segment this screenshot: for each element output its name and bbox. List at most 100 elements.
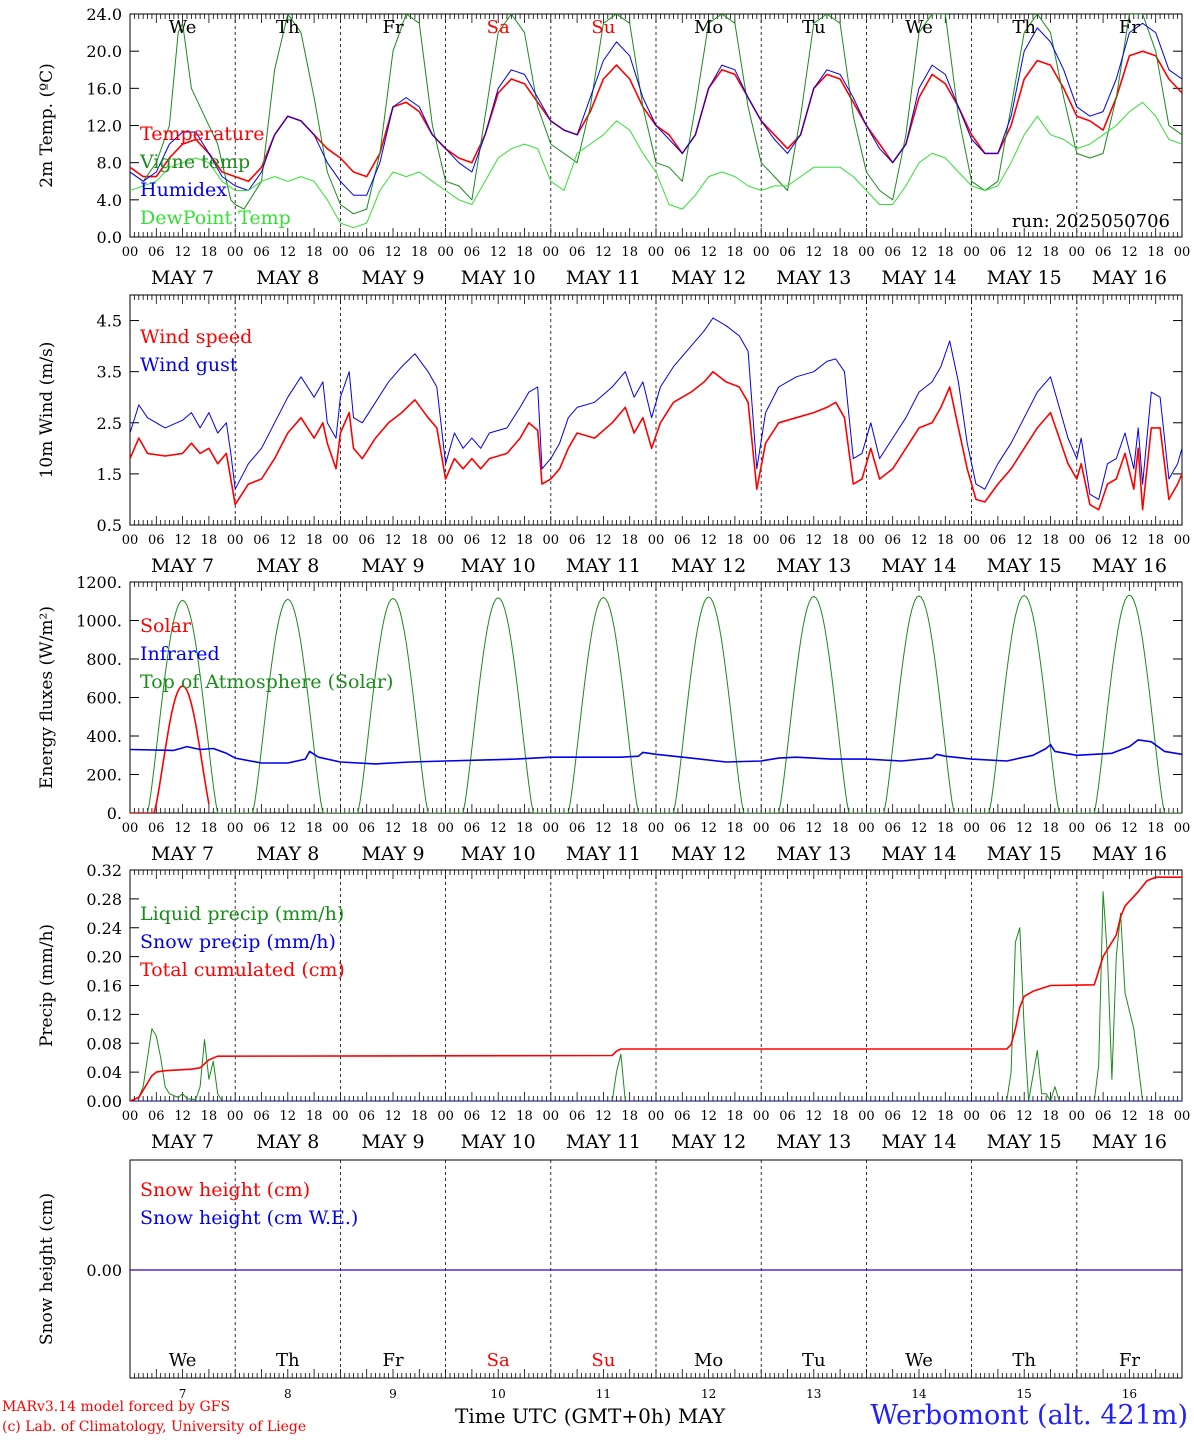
- hour-tick-label: 00: [122, 1109, 139, 1124]
- day-name-label: We: [905, 17, 933, 38]
- day-name-label: Tu: [802, 1350, 826, 1371]
- time-axis-title: Time UTC (GMT+0h) MAY: [455, 1404, 726, 1428]
- hour-tick-label: 00: [858, 533, 875, 548]
- y-axis-label: Snow height (cm): [37, 1193, 57, 1345]
- hour-tick-label: 00: [648, 821, 665, 836]
- hour-tick-label: 00: [1174, 245, 1191, 260]
- hour-tick-label: 12: [385, 1109, 402, 1124]
- day-number-label: 7: [179, 1387, 187, 1401]
- hour-tick-label: 12: [1121, 821, 1138, 836]
- date-label: MAY 14: [881, 843, 956, 865]
- hour-tick-label: 12: [490, 533, 507, 548]
- hour-tick-label: 12: [595, 1109, 612, 1124]
- hour-tick-label: 18: [306, 1109, 323, 1124]
- hour-tick-label: 18: [621, 821, 638, 836]
- hour-tick-label: 12: [385, 245, 402, 260]
- day-name-label: Fr: [382, 17, 403, 38]
- hour-tick-label: 18: [411, 245, 428, 260]
- hour-tick-label: 00: [332, 1109, 349, 1124]
- hour-tick-label: 00: [332, 533, 349, 548]
- hour-tick-label: 06: [148, 821, 165, 836]
- date-label: MAY 13: [776, 1131, 851, 1153]
- panel-wind: 0.5 1.5 2.5 3.5 4.5 10m Wind (m/s) 00 06 12 18 00 0…: [37, 294, 1191, 577]
- hour-tick-label: 18: [306, 821, 323, 836]
- hour-tick-label: 06: [990, 245, 1007, 260]
- model-credit: MARv3.14 model forced by GFS: [2, 1399, 231, 1415]
- hour-tick-label: 06: [148, 533, 165, 548]
- hour-tick-label: 18: [516, 1109, 533, 1124]
- hour-tick-label: 06: [569, 1109, 586, 1124]
- series-solar: [130, 685, 210, 813]
- hour-tick-label: 00: [1069, 821, 1086, 836]
- date-label: MAY 16: [1092, 843, 1167, 865]
- y-tick-label: 20.0: [86, 42, 122, 61]
- hour-tick-label: 00: [753, 533, 770, 548]
- hour-tick-label: 12: [700, 821, 717, 836]
- hour-tick-label: 12: [911, 533, 928, 548]
- panel-snow: 0.00 Snow height (cm) Snow height (cm) Snow…: [37, 1159, 1183, 1401]
- y-tick-label: 0.0: [97, 228, 122, 247]
- station-name: Werbomont (alt. 421m): [870, 1400, 1188, 1431]
- hour-tick-label: 06: [884, 533, 901, 548]
- hour-tick-label: 18: [727, 533, 744, 548]
- date-label: MAY 15: [987, 843, 1062, 865]
- date-label: MAY 7: [151, 1131, 214, 1153]
- hour-tick-label: 18: [1042, 1109, 1059, 1124]
- hour-tick-label: 18: [621, 1109, 638, 1124]
- day-number-label: 8: [284, 1387, 292, 1401]
- hour-tick-label: 12: [280, 1109, 297, 1124]
- hour-tick-label: 06: [569, 821, 586, 836]
- hour-tick-label: 12: [1121, 1109, 1138, 1124]
- hour-tick-label: 00: [122, 821, 139, 836]
- series-liquid-precip-mm-h-: [130, 891, 1182, 1101]
- y-tick-label: 0.08: [86, 1034, 122, 1053]
- y-tick-label: 200.: [86, 766, 122, 785]
- day-name-label: Sa: [487, 1350, 510, 1371]
- hour-tick-label: 12: [911, 245, 928, 260]
- day-number-label: 11: [596, 1387, 611, 1401]
- hour-tick-label: 00: [753, 821, 770, 836]
- day-name-label: Th: [276, 1350, 300, 1371]
- hour-tick-label: 18: [201, 1109, 218, 1124]
- hour-tick-label: 18: [832, 1109, 849, 1124]
- date-label: MAY 9: [361, 555, 424, 577]
- hour-tick-label: 18: [727, 1109, 744, 1124]
- hour-tick-label: 00: [963, 533, 980, 548]
- hour-tick-label: 18: [516, 533, 533, 548]
- date-label: MAY 12: [671, 555, 746, 577]
- day-name-label: We: [905, 1350, 933, 1371]
- hour-tick-label: 18: [1147, 245, 1164, 260]
- y-tick-label: 12.0: [86, 117, 122, 136]
- hour-tick-label: 06: [884, 245, 901, 260]
- series-wind-gust: [130, 317, 1182, 500]
- hour-tick-label: 00: [963, 245, 980, 260]
- date-label: MAY 15: [987, 555, 1062, 577]
- day-name-label: Sa: [487, 17, 510, 38]
- hour-tick-label: 00: [1174, 533, 1191, 548]
- hour-tick-label: 18: [727, 245, 744, 260]
- hour-tick-label: 06: [464, 245, 481, 260]
- hour-tick-label: 00: [437, 1109, 454, 1124]
- day-number-label: 16: [1122, 1387, 1137, 1401]
- series-vigne-temp: [130, 14, 1182, 215]
- hour-tick-label: 06: [569, 245, 586, 260]
- hour-tick-label: 12: [490, 1109, 507, 1124]
- hour-tick-label: 18: [516, 821, 533, 836]
- day-number-label: 14: [911, 1387, 927, 1401]
- hour-tick-label: 12: [595, 533, 612, 548]
- hour-tick-label: 18: [1042, 821, 1059, 836]
- day-name-label: Fr: [1119, 1350, 1140, 1371]
- hour-tick-label: 18: [1147, 821, 1164, 836]
- hour-tick-label: 06: [253, 821, 270, 836]
- hour-tick-label: 00: [543, 245, 560, 260]
- hour-tick-label: 00: [437, 533, 454, 548]
- y-tick-label: 1.5: [97, 465, 122, 484]
- y-tick-label: 16.0: [86, 79, 122, 98]
- series-group: [130, 594, 1182, 813]
- hour-tick-label: 00: [753, 1109, 770, 1124]
- hour-tick-label: 12: [280, 533, 297, 548]
- series-group: [130, 876, 1182, 1101]
- hour-tick-label: 12: [700, 533, 717, 548]
- date-label: MAY 7: [151, 555, 214, 577]
